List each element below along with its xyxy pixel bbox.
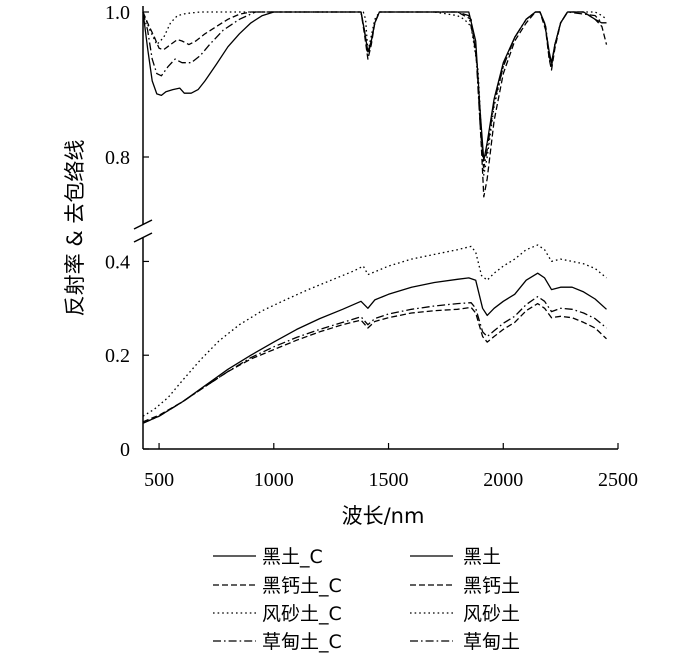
- series-line-黑钙土_C: [142, 11, 608, 198]
- x-tick-label: 2500: [598, 469, 638, 491]
- series-line-黑钙土: [142, 302, 607, 423]
- y-tick-label: 0.8: [105, 147, 130, 169]
- y-tick-label: 1.0: [105, 2, 130, 24]
- series-line-黑土: [142, 272, 607, 424]
- series-line-草甸土: [142, 295, 607, 424]
- legend-label: 风砂土: [463, 603, 520, 625]
- ticks-layer: 500 1000 1500 2000 2500 0 0.2 0.4 0.8 1.0: [105, 2, 638, 491]
- x-tick-label: 1500: [369, 469, 409, 491]
- axis-break-mark-upper: [133, 219, 153, 230]
- x-tick-label: 1000: [254, 469, 294, 491]
- legend-label: 黑钙土: [463, 575, 520, 597]
- series-line-草甸土_C: [142, 11, 607, 169]
- y-axis-title: 反射率 & 去包络线: [63, 140, 87, 317]
- series-line-风砂土: [142, 244, 607, 417]
- axis-break-mark-lower: [133, 232, 153, 243]
- legend-label: 草甸土_C: [262, 631, 342, 653]
- x-tick-label: 500: [144, 469, 174, 491]
- axes-layer: [133, 6, 618, 450]
- legend-label: 黑土_C: [262, 546, 323, 568]
- y-tick-label: 0: [120, 439, 130, 461]
- series-layer: [142, 11, 608, 424]
- legend-label: 黑钙土_C: [262, 575, 342, 597]
- y-tick-label: 0.4: [105, 251, 130, 273]
- y-tick-label: 0.2: [105, 345, 130, 367]
- x-axis-title: 波长/nm: [342, 504, 425, 528]
- legend-label: 草甸土: [463, 631, 520, 653]
- legend-label: 风砂土_C: [262, 603, 342, 625]
- series-line-黑土_C: [142, 11, 607, 162]
- legend-label: 黑土: [463, 546, 501, 568]
- x-tick-label: 2000: [483, 469, 523, 491]
- series-line-风砂土_C: [142, 11, 607, 176]
